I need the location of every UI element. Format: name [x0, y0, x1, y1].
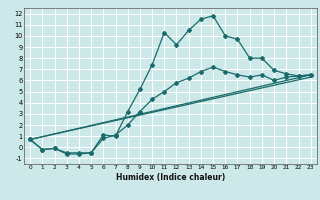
X-axis label: Humidex (Indice chaleur): Humidex (Indice chaleur) — [116, 173, 225, 182]
